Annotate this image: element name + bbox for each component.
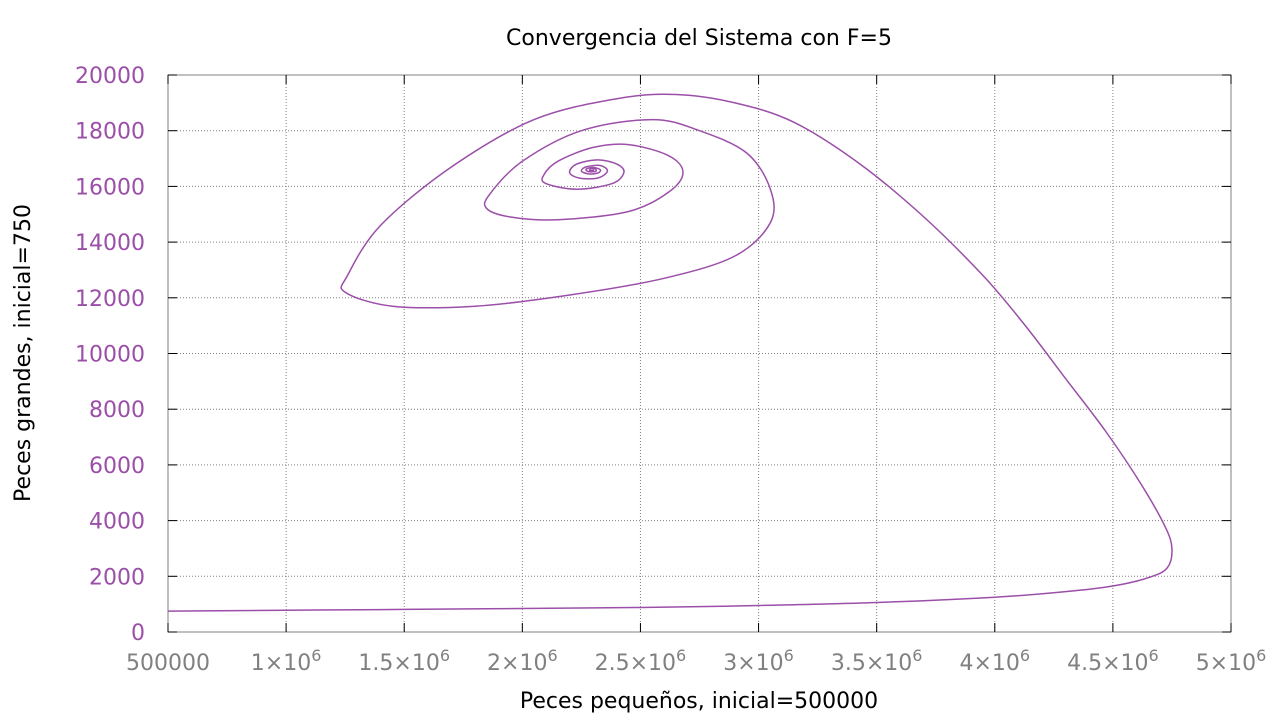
y-tick-labels: 0 2000 4000 6000 8000 10000 12000 14000 16000 180… <box>75 64 145 646</box>
x-tick-label: 1×106 <box>251 646 322 676</box>
chart-title: Convergencia del Sistema con F=5 <box>506 26 892 51</box>
axes <box>167 74 1232 633</box>
x-tick-label: 1.5×106 <box>358 646 450 676</box>
y-axis-label: Peces grandes, inicial=750 <box>11 204 36 502</box>
y-tick-label: 10000 <box>75 343 145 368</box>
y-tick-label: 18000 <box>75 120 145 145</box>
y-tick-label: 0 <box>131 621 145 646</box>
x-tick-labels: 500000 1×106 1.5×106 2×106 2.5×106 3×106 3.5×1… <box>126 646 1266 676</box>
x-tick-label: 3×106 <box>723 646 794 676</box>
y-tick-label: 6000 <box>89 454 145 479</box>
x-tick-label: 4.5×106 <box>1067 646 1159 676</box>
x-axis-label: Peces pequeños, inicial=500000 <box>520 689 878 714</box>
x-tick-label: 3.5×106 <box>831 646 923 676</box>
grid <box>167 74 1232 633</box>
x-tick-label: 4×106 <box>959 646 1030 676</box>
x-tick-label: 2×106 <box>487 646 558 676</box>
y-tick-label: 16000 <box>75 175 145 200</box>
y-tick-label: 2000 <box>89 565 145 590</box>
y-tick-label: 12000 <box>75 287 145 312</box>
y-tick-label: 8000 <box>89 398 145 423</box>
y-tick-label: 14000 <box>75 231 145 256</box>
y-tick-label: 20000 <box>75 64 145 89</box>
x-tick-label: 5×106 <box>1196 646 1267 676</box>
series-line <box>167 93 1173 612</box>
x-tick-label: 2.5×106 <box>595 646 687 676</box>
x-tick-label: 500000 <box>126 651 210 676</box>
y-tick-label: 4000 <box>89 510 145 535</box>
